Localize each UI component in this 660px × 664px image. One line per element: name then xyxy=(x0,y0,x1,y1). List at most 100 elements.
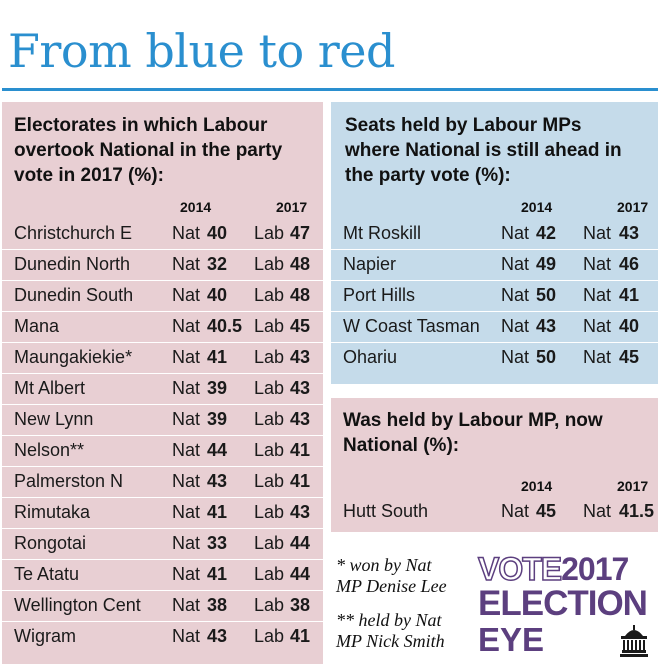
party-2014: Nat xyxy=(172,347,201,367)
electorate-name: Mt Albert xyxy=(14,378,86,398)
logo-eye: EYE xyxy=(478,621,545,658)
party-2014: Nat xyxy=(172,502,201,522)
party-2014: Nat xyxy=(172,595,201,615)
party-2014: Nat xyxy=(172,285,201,305)
electorate-name: Wellington Cent xyxy=(14,595,141,615)
electorate-name: Dunedin South xyxy=(14,285,134,305)
party-2017: Lab xyxy=(254,440,285,460)
vote-2017: 45 xyxy=(290,316,311,336)
electorate-name: Ohariu xyxy=(343,347,398,367)
table-row: Nelson** Nat 44 Lab 41 xyxy=(2,435,323,467)
vote-2017: 44 xyxy=(290,564,311,584)
page-title: From blue to red xyxy=(8,24,395,78)
party-2017: Nat xyxy=(583,501,612,521)
vote-2017: 41 xyxy=(290,626,311,646)
vote-2017: 41 xyxy=(290,471,311,491)
vote-2014: 32 xyxy=(207,254,228,274)
party-2017: Lab xyxy=(254,502,285,522)
vote-2014: 49 xyxy=(536,254,557,274)
table-row: Mana Nat 40.5 Lab 45 xyxy=(2,311,323,343)
vote-2014: 40.5 xyxy=(207,316,243,336)
party-2014: Nat xyxy=(172,223,201,243)
right-top-heading: Seats held by Labour MPs where National … xyxy=(345,113,657,188)
col-2017-label: 2017 xyxy=(276,199,308,215)
electorate-name: W Coast Tasman xyxy=(343,316,480,336)
electorate-name: Christchurch E xyxy=(14,223,133,243)
vote-2017: 43 xyxy=(619,223,640,243)
vote-2014: 41 xyxy=(207,347,228,367)
table-row: Maungakiekie* Nat 41 Lab 43 xyxy=(2,342,323,374)
vote-2014: 50 xyxy=(536,347,557,367)
table-row: Rimutaka Nat 41 Lab 43 xyxy=(2,497,323,529)
electorate-name: Port Hills xyxy=(343,285,416,305)
vote-2014: 33 xyxy=(207,533,228,553)
vote-2017: 47 xyxy=(290,223,311,243)
vote-2014: 39 xyxy=(207,378,228,398)
table-row: Christchurch E Nat 40 Lab 47 xyxy=(2,218,323,250)
logo-vote-2017: VOTE2017 xyxy=(477,551,629,587)
table-row: Dunedin South Nat 40 Lab 48 xyxy=(2,280,323,312)
party-2014: Nat xyxy=(172,626,201,646)
table-row: W Coast Tasman Nat 43 Nat 40 xyxy=(331,311,658,343)
electorate-name: Dunedin North xyxy=(14,254,131,274)
vote-2017: 41.5 xyxy=(619,501,655,521)
party-2017: Lab xyxy=(254,223,285,243)
party-2017: Lab xyxy=(254,471,285,491)
heading-line: Seats held by Labour MPs xyxy=(345,115,582,136)
party-2014: Nat xyxy=(172,409,201,429)
col-2017-label: 2017 xyxy=(617,478,649,494)
table-row: Te Atatu Nat 41 Lab 44 xyxy=(2,559,323,591)
col-2014-label: 2014 xyxy=(180,199,212,215)
right-top-panel: Seats held by Labour MPs where National … xyxy=(331,102,658,384)
electorate-name: Hutt South xyxy=(343,501,429,521)
vote-2017: 48 xyxy=(290,285,311,305)
footnote-denise-lee: * won by Nat MP Denise Lee xyxy=(336,555,447,597)
heading-line: Was held by Labour MP, now xyxy=(343,410,603,431)
vote-2014: 41 xyxy=(207,564,228,584)
heading-line: Electorates in which Labour xyxy=(14,115,268,136)
title-rule xyxy=(2,88,658,91)
electorate-name: Nelson** xyxy=(14,440,85,460)
left-panel: Electorates in which Labour overtook Nat… xyxy=(2,102,323,664)
vote-2014: 38 xyxy=(207,595,228,615)
vote-2017: 43 xyxy=(290,502,311,522)
heading-line: vote in 2017 (%): xyxy=(14,165,164,186)
col-2014-label: 2014 xyxy=(521,478,553,494)
party-2014: Nat xyxy=(172,564,201,584)
col-2017-label: 2017 xyxy=(617,199,649,215)
party-2017: Nat xyxy=(583,254,612,274)
electorate-name: Rongotai xyxy=(14,533,87,553)
party-2017: Lab xyxy=(254,285,285,305)
heading-line: where National is still ahead in xyxy=(345,140,622,161)
table-row: Rongotai Nat 33 Lab 44 xyxy=(2,528,323,560)
logo-year: 2017 xyxy=(561,551,629,587)
party-2014: Nat xyxy=(172,316,201,336)
vote-2017: 43 xyxy=(290,347,311,367)
party-2014: Nat xyxy=(501,223,530,243)
table-row: Dunedin North Nat 32 Lab 48 xyxy=(2,249,323,281)
party-2014: Nat xyxy=(501,285,530,305)
party-2017: Nat xyxy=(583,347,612,367)
party-2017: Lab xyxy=(254,316,285,336)
vote-2017: 45 xyxy=(619,347,640,367)
vote-2017: 44 xyxy=(290,533,311,553)
table-row: Palmerston N Nat 43 Lab 41 xyxy=(2,466,323,498)
election-eye-logo: VOTE2017 ELECTION EYE xyxy=(477,551,658,662)
vote-2017: 41 xyxy=(290,440,311,460)
vote-2017: 43 xyxy=(290,378,311,398)
table-row: Mt Albert Nat 39 Lab 43 xyxy=(2,373,323,405)
party-2014: Nat xyxy=(172,471,201,491)
party-2014: Nat xyxy=(501,347,530,367)
parliament-building-icon xyxy=(620,625,648,657)
vote-2014: 40 xyxy=(207,285,228,305)
left-panel-heading: Electorates in which Labour overtook Nat… xyxy=(14,113,326,188)
footnote-nick-smith: ** held by Nat MP Nick Smith xyxy=(336,610,445,652)
party-2014: Nat xyxy=(501,316,530,336)
footnote-line: ** held by Nat xyxy=(336,610,442,630)
heading-line: National (%): xyxy=(343,435,460,456)
footnote-line: MP Denise Lee xyxy=(336,576,447,596)
party-2017: Lab xyxy=(254,595,285,615)
electorate-name: Palmerston N xyxy=(14,471,124,491)
vote-2014: 44 xyxy=(207,440,228,460)
electorate-name: Rimutaka xyxy=(14,502,91,522)
